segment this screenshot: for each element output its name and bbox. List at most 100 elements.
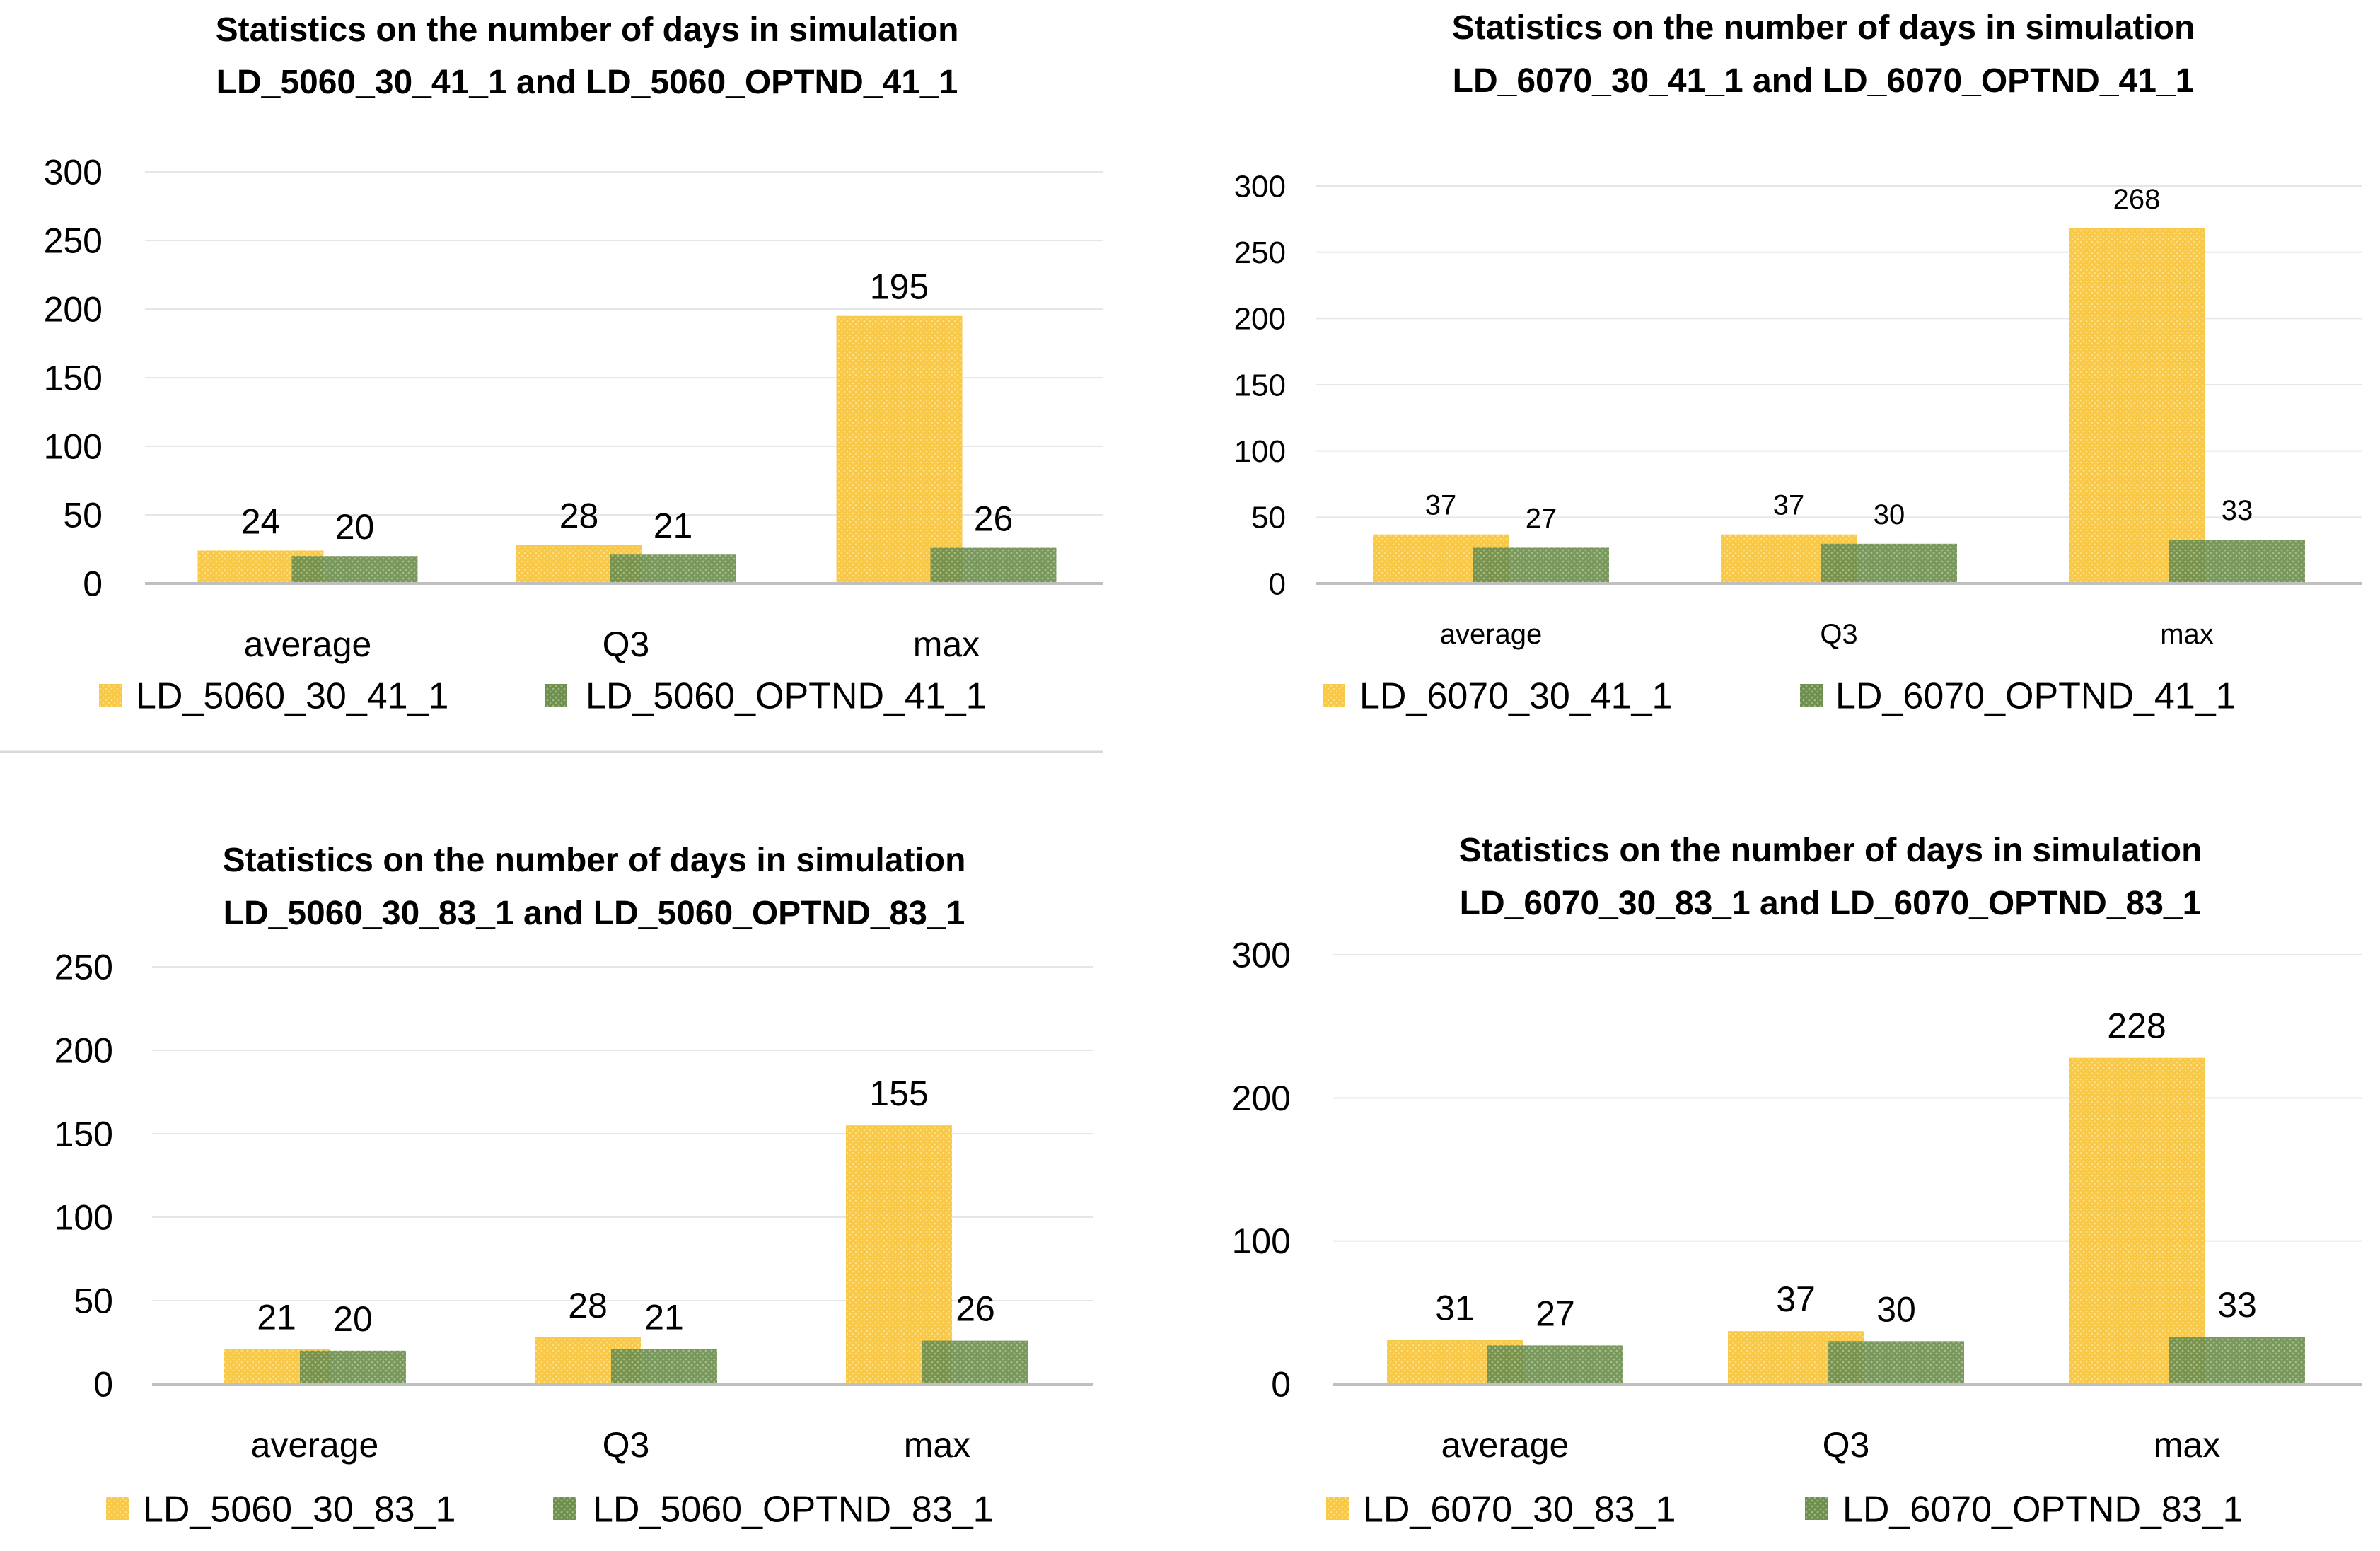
- category-label: average: [244, 625, 372, 664]
- bar-series-2: [611, 1349, 717, 1384]
- y-tick-label: 150: [1234, 368, 1286, 402]
- data-label-series-1: 37: [1425, 490, 1457, 521]
- y-tick-label: 300: [44, 153, 103, 192]
- category-label: max: [904, 1425, 970, 1465]
- legend-label-series-2: LD_6070_OPTND_83_1: [1842, 1489, 2243, 1530]
- chart-subtitle: LD_5060_30_83_1 and LD_5060_OPTND_83_1: [224, 895, 965, 932]
- bar-series-2: [2169, 540, 2305, 583]
- legend-label-series-2: LD_5060_OPTND_41_1: [586, 676, 987, 717]
- bar-series-2: [291, 556, 418, 583]
- y-tick-label: 250: [44, 221, 103, 261]
- y-tick-label: 0: [83, 564, 103, 604]
- data-label-series-2: 21: [644, 1297, 684, 1337]
- y-tick-label: 300: [1232, 936, 1291, 975]
- chart-panel-2: Statistics on the number of days in simu…: [1234, 9, 2362, 717]
- y-tick-label: 0: [1271, 1365, 1291, 1405]
- category-label: max: [913, 625, 980, 664]
- bar-series-2: [1828, 1341, 1964, 1384]
- y-tick-label: 300: [1234, 169, 1286, 204]
- bar-series-2: [610, 554, 736, 583]
- data-label-series-2: 33: [2222, 495, 2253, 526]
- category-label: Q3: [1823, 1425, 1870, 1465]
- data-label-series-2: 26: [956, 1289, 995, 1329]
- chart-panel-4: Statistics on the number of days in simu…: [1232, 832, 2362, 1530]
- legend-swatch-series-2: [1800, 684, 1823, 707]
- data-label-series-1: 21: [257, 1297, 296, 1337]
- y-tick-label: 100: [1234, 434, 1286, 469]
- legend-swatch-series-1: [1326, 1497, 1349, 1520]
- y-tick-label: 100: [54, 1198, 113, 1238]
- bar-series-2: [1473, 547, 1609, 583]
- bar-series-2: [1821, 543, 1957, 583]
- category-label: Q3: [603, 1425, 650, 1465]
- chart-subtitle: LD_5060_30_41_1 and LD_5060_OPTND_41_1: [216, 64, 958, 101]
- bar-series-2: [930, 547, 1057, 583]
- bar-series-1: [2069, 1057, 2205, 1384]
- bar-series-2: [2169, 1337, 2305, 1384]
- y-tick-label: 50: [74, 1282, 113, 1321]
- category-label: average: [1441, 1425, 1569, 1465]
- y-tick-label: 50: [1251, 501, 1286, 535]
- legend-label-series-1: LD_6070_30_83_1: [1363, 1489, 1676, 1530]
- legend-label-series-2: LD_6070_OPTND_41_1: [1835, 676, 2236, 717]
- category-label: max: [2154, 1425, 2220, 1465]
- data-label-series-2: 26: [974, 499, 1014, 539]
- data-label-series-2: 27: [1526, 503, 1557, 534]
- y-tick-label: 100: [44, 427, 103, 467]
- data-label-series-2: 27: [1536, 1294, 1575, 1333]
- legend-label-series-1: LD_5060_30_83_1: [143, 1489, 455, 1530]
- bar-series-2: [300, 1350, 406, 1384]
- charts-container: Statistics on the number of days in simu…: [44, 9, 2362, 1530]
- y-tick-label: 0: [1269, 567, 1286, 601]
- y-tick-label: 150: [44, 359, 103, 398]
- data-label-series-2: 33: [2217, 1285, 2257, 1325]
- y-tick-label: 50: [63, 496, 103, 535]
- y-tick-label: 0: [93, 1365, 113, 1405]
- data-label-series-2: 30: [1876, 1289, 1916, 1329]
- data-label-series-1: 268: [2113, 184, 2161, 215]
- legend-swatch-series-1: [106, 1497, 129, 1520]
- data-label-series-1: 24: [241, 501, 281, 541]
- chart-subtitle: LD_6070_30_41_1 and LD_6070_OPTND_41_1: [1453, 62, 2195, 100]
- data-label-series-1: 195: [870, 267, 929, 307]
- y-tick-label: 150: [54, 1115, 113, 1154]
- bar-series-2: [922, 1340, 1028, 1384]
- data-label-series-2: 30: [1874, 499, 1905, 530]
- legend-swatch-series-2: [553, 1497, 576, 1520]
- data-label-series-1: 31: [1435, 1288, 1475, 1328]
- category-label: average: [1440, 619, 1543, 650]
- bar-series-2: [1487, 1345, 1623, 1384]
- y-tick-label: 200: [1232, 1079, 1291, 1118]
- chart-panel-3: Statistics on the number of days in simu…: [54, 842, 1093, 1530]
- category-label: max: [2160, 619, 2214, 650]
- data-label-series-1: 28: [568, 1286, 608, 1325]
- data-label-series-1: 155: [869, 1074, 928, 1113]
- legend-swatch-series-2: [1805, 1497, 1828, 1520]
- chart-title: Statistics on the number of days in simu…: [223, 842, 966, 879]
- chart-title: Statistics on the number of days in simu…: [216, 11, 959, 49]
- y-tick-label: 250: [54, 948, 113, 987]
- category-label: Q3: [603, 625, 650, 664]
- legend-label-series-1: LD_6070_30_41_1: [1359, 676, 1672, 717]
- data-label-series-2: 21: [654, 506, 693, 545]
- bar-series-1: [836, 315, 963, 583]
- legend-label-series-1: LD_5060_30_41_1: [136, 676, 448, 717]
- data-label-series-2: 20: [333, 1299, 373, 1339]
- data-label-series-1: 228: [2107, 1006, 2166, 1046]
- legend-swatch-series-2: [545, 684, 567, 707]
- chart-panel-1: Statistics on the number of days in simu…: [44, 11, 1103, 717]
- data-label-series-1: 37: [1776, 1279, 1816, 1319]
- category-label: average: [251, 1425, 379, 1465]
- legend-label-series-2: LD_5060_OPTND_83_1: [593, 1489, 994, 1530]
- y-tick-label: 200: [1234, 302, 1286, 337]
- data-label-series-1: 28: [559, 496, 599, 536]
- y-tick-label: 250: [1234, 236, 1286, 270]
- bar-series-1: [2069, 228, 2205, 583]
- legend-swatch-series-1: [99, 684, 122, 707]
- category-label: Q3: [1820, 619, 1857, 650]
- y-tick-label: 200: [44, 290, 103, 330]
- chart-subtitle: LD_6070_30_83_1 and LD_6070_OPTND_83_1: [1460, 885, 2202, 922]
- legend-swatch-series-1: [1323, 684, 1345, 707]
- data-label-series-1: 37: [1773, 490, 1805, 521]
